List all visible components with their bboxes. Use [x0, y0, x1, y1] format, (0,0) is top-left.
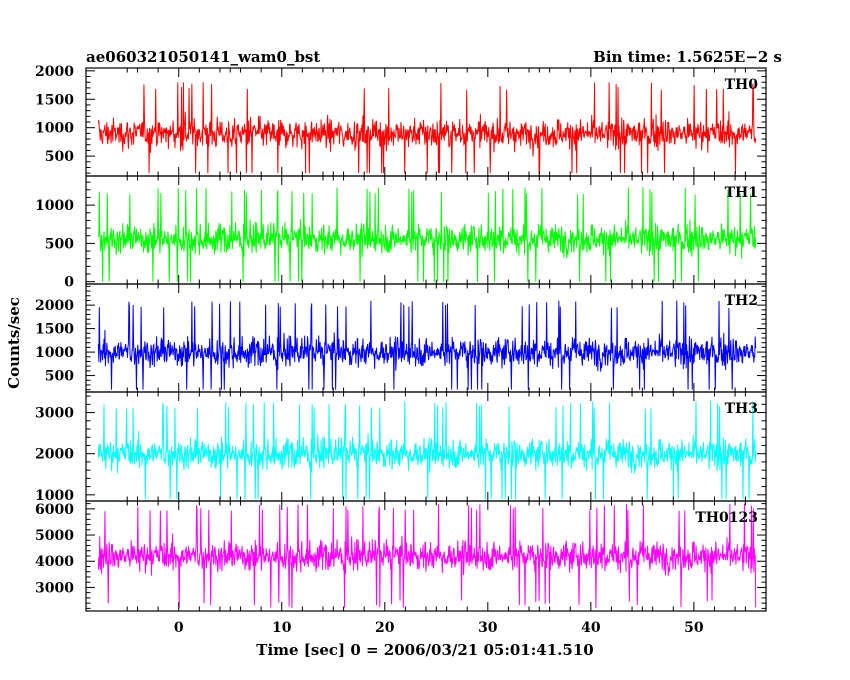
y-tick-label: 4000: [35, 554, 74, 570]
x-tick-label: 30: [478, 620, 498, 636]
panels-group: 500 1000 1500 2000 TH0 0 500 1000 TH1 500 1000 1500…: [35, 64, 767, 612]
y-tick-label: 6000: [35, 502, 74, 518]
y-tick-label: 3000: [35, 406, 74, 422]
y-tick-label: 3000: [35, 580, 74, 596]
y-axis-label: Counts/sec: [5, 297, 23, 389]
y-tick-label: 5000: [35, 528, 74, 544]
x-tick-label: 40: [581, 620, 601, 636]
y-tick-label: 500: [45, 236, 74, 252]
y-tick-label: 1500: [35, 322, 74, 338]
y-tick-label: 500: [45, 369, 74, 385]
chart-title: ae060321050141_wam0_bst: [86, 48, 320, 66]
panel-label: TH1: [725, 185, 758, 201]
panel-label: TH2: [725, 293, 758, 309]
y-tick-label: 2000: [35, 298, 74, 314]
x-tick-label: 0: [174, 620, 184, 636]
x-tick-label: 10: [272, 620, 292, 636]
y-tick-label: 500: [45, 149, 74, 165]
y-tick-label: 1000: [35, 488, 74, 504]
series-line-th3: [97, 401, 757, 499]
series-line-th0123: [97, 503, 757, 609]
series-line-th2: [97, 300, 757, 390]
y-tick-label: 2000: [35, 64, 74, 80]
y-tick-label: 1500: [35, 92, 74, 108]
panel-label: TH3: [725, 401, 758, 417]
panel-th3: 1000 2000 3000 TH3: [35, 391, 767, 504]
y-tick-label: 1000: [35, 198, 74, 214]
panel-th0: 500 1000 1500 2000 TH0: [35, 64, 767, 177]
panel-label: TH0123: [695, 510, 758, 526]
y-tick-label: 2000: [35, 447, 74, 463]
series-line-th1: [97, 187, 757, 282]
x-tick-label: 20: [375, 620, 395, 636]
panel-th2: 500 1000 1500 2000 TH2: [35, 283, 767, 393]
x-tick-label: 50: [684, 620, 704, 636]
chart-subtitle: Bin time: 1.5625E−2 s: [593, 48, 782, 66]
series-line-th0: [97, 82, 757, 174]
x-axis-label: Time [sec] 0 = 2006/03/21 05:01:41.510: [256, 641, 593, 659]
panel-label: TH0: [725, 77, 759, 93]
panel-th0123: 3000 4000 5000 6000 TH0123: [35, 500, 767, 612]
x-axis: 0 10 20 30 40 50: [174, 620, 704, 636]
panel-th1: 0 500 1000 TH1: [35, 175, 767, 291]
y-tick-label: 1000: [35, 121, 74, 137]
y-tick-label: 1000: [35, 345, 74, 361]
y-tick-label: 0: [64, 275, 74, 291]
